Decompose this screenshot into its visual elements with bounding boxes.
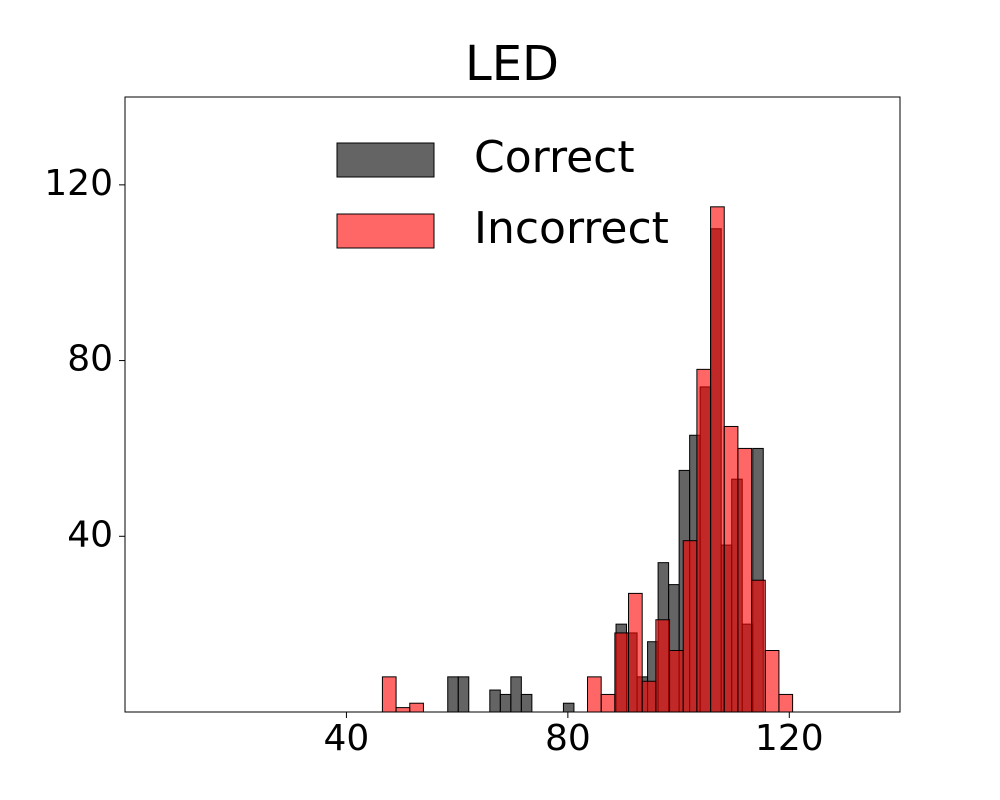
histogram-bar bbox=[510, 676, 522, 713]
chart-title: LED bbox=[465, 36, 559, 92]
histogram-bar bbox=[614, 632, 630, 713]
legend-swatch bbox=[336, 213, 435, 249]
histogram-bar bbox=[669, 650, 684, 713]
plot-frame bbox=[124, 96, 901, 713]
histogram-bar bbox=[600, 693, 616, 713]
legend-label: Incorrect bbox=[474, 203, 669, 254]
legend-swatch bbox=[336, 142, 435, 178]
legend-label: Correct bbox=[474, 132, 635, 183]
histogram-bar bbox=[395, 707, 411, 713]
y-tick-label: 120 bbox=[44, 163, 113, 204]
histogram-bar bbox=[764, 650, 780, 713]
histogram-bar bbox=[641, 680, 657, 713]
histogram-bar bbox=[737, 447, 753, 713]
histogram-bar bbox=[587, 676, 602, 713]
y-tick-label: 40 bbox=[67, 514, 113, 555]
histogram-bar bbox=[381, 676, 397, 713]
histogram-bar bbox=[409, 702, 424, 713]
x-tick-label: 40 bbox=[324, 718, 370, 759]
histogram-bar bbox=[710, 206, 725, 713]
histogram-bar bbox=[520, 693, 533, 713]
histogram-bar bbox=[696, 368, 712, 713]
y-tick-label: 80 bbox=[67, 339, 113, 380]
histogram-bar bbox=[751, 579, 766, 713]
histogram-bar bbox=[682, 540, 698, 713]
histogram-bar bbox=[499, 693, 512, 713]
histogram-bar bbox=[723, 425, 739, 713]
x-tick-label: 120 bbox=[755, 718, 824, 759]
x-tick-label: 80 bbox=[545, 718, 591, 759]
histogram-bar bbox=[655, 619, 671, 713]
histogram-bar bbox=[457, 676, 470, 713]
histogram-bar bbox=[562, 702, 575, 713]
histogram-bar bbox=[447, 676, 459, 713]
histogram-bar bbox=[778, 693, 794, 713]
histogram-bar bbox=[489, 689, 501, 713]
histogram-bar bbox=[628, 592, 643, 713]
